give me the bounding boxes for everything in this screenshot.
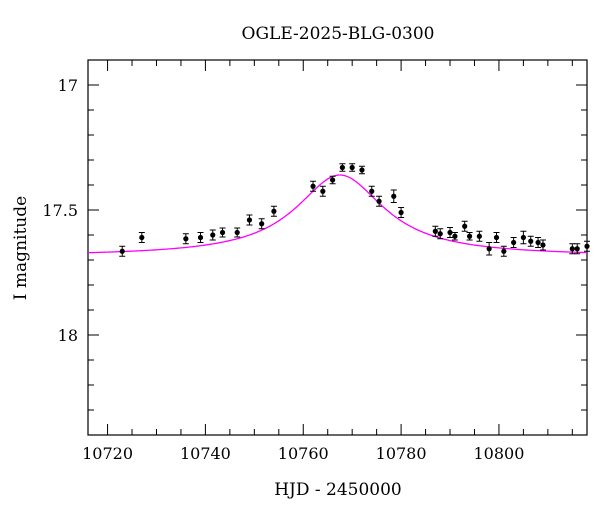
data-point-marker <box>574 246 580 252</box>
data-point <box>520 230 527 245</box>
data-point <box>451 232 458 241</box>
data-point <box>584 240 590 252</box>
data-point-marker <box>398 209 404 216</box>
data-point-marker <box>183 236 189 242</box>
data-point-marker <box>320 188 326 194</box>
data-point <box>432 225 439 237</box>
data-point-marker <box>493 234 500 241</box>
y-tick-label: 17.5 <box>42 201 78 220</box>
data-point <box>447 227 454 238</box>
data-point-marker <box>584 243 590 249</box>
x-tick-label: 10780 <box>376 444 427 463</box>
data-point <box>466 232 473 241</box>
data-point <box>258 218 265 230</box>
data-point <box>527 235 534 247</box>
data-point <box>574 243 581 255</box>
data-points-group <box>119 163 590 257</box>
data-point-marker <box>359 167 365 173</box>
x-tick-label: 10740 <box>180 444 231 463</box>
data-point <box>246 214 253 226</box>
data-point-marker <box>271 208 277 214</box>
data-point <box>339 163 346 172</box>
data-point <box>476 230 483 242</box>
data-point-marker <box>119 248 125 254</box>
y-tick-label: 18 <box>58 326 78 345</box>
data-point <box>197 232 204 243</box>
data-point <box>539 239 546 251</box>
data-point <box>535 237 542 248</box>
data-point-marker <box>349 164 355 171</box>
data-point <box>209 229 216 241</box>
data-point <box>368 185 375 197</box>
data-point-marker <box>139 234 145 241</box>
data-point-marker <box>540 242 546 248</box>
data-point <box>270 205 277 217</box>
data-point <box>486 242 493 256</box>
data-point <box>319 185 326 197</box>
data-point <box>390 189 397 203</box>
data-point <box>461 220 468 232</box>
x-axis-label: HJD - 2450000 <box>274 480 402 500</box>
data-point <box>358 165 365 175</box>
data-point-marker <box>234 229 240 236</box>
data-point-marker <box>339 164 345 171</box>
data-point-marker <box>569 246 575 252</box>
data-point <box>119 245 126 257</box>
data-point <box>349 163 356 172</box>
data-point <box>510 237 517 248</box>
data-point-marker <box>330 177 336 183</box>
chart-title: OGLE-2025-BLG-0300 <box>242 24 435 44</box>
data-point-marker <box>528 238 534 244</box>
data-point-marker <box>432 228 438 234</box>
data-point-marker <box>486 246 492 252</box>
data-point-marker <box>520 234 527 241</box>
data-point <box>329 175 336 185</box>
data-point <box>310 180 317 192</box>
data-point <box>219 227 226 238</box>
data-point <box>376 195 383 207</box>
data-point-marker <box>501 248 507 254</box>
x-tick-label: 10720 <box>82 444 133 463</box>
data-point-marker <box>437 231 443 237</box>
data-point-marker <box>476 233 482 239</box>
data-point <box>138 232 145 243</box>
data-point-marker <box>210 232 216 238</box>
data-point-marker <box>511 239 517 246</box>
data-point-marker <box>197 234 204 241</box>
data-point <box>182 233 189 245</box>
data-point-marker <box>447 229 453 236</box>
data-point-marker <box>219 229 226 236</box>
data-point-marker <box>452 233 458 239</box>
data-point <box>500 245 507 257</box>
data-point-marker <box>535 239 541 246</box>
data-point-marker <box>462 223 468 229</box>
x-tick-label: 10760 <box>278 444 329 463</box>
axis-ticks: 10720 10740 10760 10780 10800 17 17.5 18 <box>42 59 587 463</box>
data-point <box>493 232 500 243</box>
data-point-marker <box>259 221 265 227</box>
data-point-marker <box>369 188 375 194</box>
data-point <box>398 207 405 218</box>
data-point-marker <box>310 183 316 189</box>
data-point-marker <box>466 233 473 239</box>
x-tick-label: 10800 <box>473 444 524 463</box>
data-point-marker <box>246 217 253 223</box>
y-axis-label: I magnitude <box>11 196 31 300</box>
y-tick-label: 17 <box>58 76 78 95</box>
data-point <box>234 227 241 238</box>
data-point-marker <box>391 193 397 199</box>
data-point <box>437 228 444 240</box>
data-point-marker <box>376 198 382 204</box>
